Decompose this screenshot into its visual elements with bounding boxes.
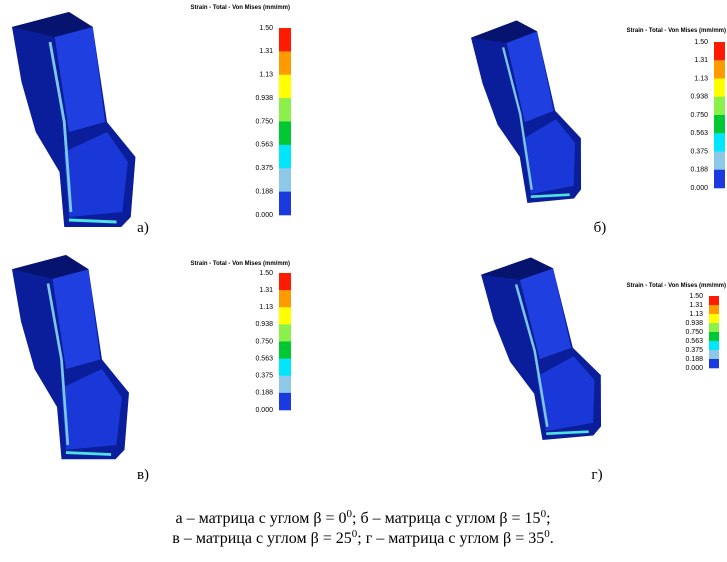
legend-title: Strain - Total - Von Mises (mm/mm) [627, 28, 726, 34]
legend-tick-label: 0.938 [255, 95, 273, 102]
legend-band [279, 28, 291, 52]
legend-tick-label: 0.000 [685, 365, 703, 372]
legend-tick-label: 0.188 [685, 356, 703, 363]
part-model [12, 255, 129, 459]
legend-band [279, 192, 291, 216]
legend-tick-label: 0.750 [690, 112, 708, 119]
legend-band [709, 350, 719, 359]
legend-band [709, 323, 719, 332]
legend-band [709, 359, 719, 368]
legend-band [714, 60, 725, 79]
legend-band [714, 97, 725, 116]
legend-band [714, 42, 725, 61]
caption-text: а – матрица с углом β = 0 [175, 510, 346, 527]
legend-tick-label: 0.750 [685, 329, 703, 336]
legend-band [279, 393, 291, 410]
figure: а – матрица с углом β = 00; б – матрица … [0, 0, 727, 562]
legend-tick-label: 0.563 [255, 355, 273, 362]
panel-label: б) [594, 220, 607, 236]
legend-tick-label: 0.750 [255, 338, 273, 345]
part-model [480, 252, 606, 444]
legend-band [709, 332, 719, 341]
legend-tick-label: 1.31 [694, 57, 708, 64]
legend-tick-label: 0.938 [255, 321, 273, 328]
panel-label: г) [591, 467, 602, 483]
legend-tick-label: 0.375 [255, 165, 273, 172]
caption-text: ; [546, 510, 550, 527]
legend-tick-label: 0.375 [685, 347, 703, 354]
part-model [12, 12, 136, 227]
legend-band [714, 79, 725, 98]
legend-tick-label: 0.563 [685, 338, 703, 345]
legend-title: Strain - Total - Von Mises (mm/mm) [627, 283, 726, 289]
legend-tick-label: 1.50 [689, 293, 703, 300]
legend-tick-label: 0.563 [690, 130, 708, 137]
legend-tick-label: 1.50 [259, 25, 273, 32]
legend-tick-label: 0.750 [255, 118, 273, 125]
legend-band [709, 305, 719, 314]
legend-band [279, 359, 291, 376]
legend-band [714, 152, 725, 171]
legend-band [714, 115, 725, 134]
legend-band [279, 290, 291, 307]
legend-band [709, 296, 719, 305]
legend-tick-label: 1.13 [694, 75, 708, 82]
legend-tick-label: 1.31 [259, 287, 273, 294]
legend-title: Strain - Total - Von Mises (mm/mm) [191, 261, 290, 267]
legend-title: Strain - Total - Von Mises (mm/mm) [191, 5, 290, 11]
legend-band [279, 324, 291, 341]
caption-text: в – матрица с углом β = 25 [172, 530, 352, 547]
legend-tick-label: 0.188 [255, 390, 273, 397]
legend-tick-label: 0.938 [690, 94, 708, 101]
legend-tick-label: 1.50 [694, 39, 708, 46]
panel-label: а) [137, 220, 149, 236]
legend-tick-label: 1.13 [259, 304, 273, 311]
legend-band [279, 51, 291, 75]
legend-tick-label: 1.50 [259, 270, 273, 277]
legend-tick-label: 0.375 [690, 148, 708, 155]
panel-label: в) [137, 467, 149, 483]
legend-tick-label: 1.13 [689, 311, 703, 318]
legend-tick-label: 0.000 [255, 212, 273, 219]
legend-tick-label: 1.31 [259, 48, 273, 55]
legend-tick-label: 0.000 [255, 407, 273, 414]
legend-tick-label: 0.188 [255, 188, 273, 195]
legend-band [279, 75, 291, 99]
caption-text: . [550, 530, 554, 547]
legend-band [279, 273, 291, 290]
legend-band [709, 314, 719, 323]
caption-text: ; б – матрица с углом β = 15 [352, 510, 541, 527]
legend-band [279, 168, 291, 192]
caption-line: а – матрица с углом β = 00; б – матрица … [175, 508, 550, 527]
caption-text: ; г – матрица с углом β = 35 [357, 530, 544, 547]
legend-tick-label: 0.938 [685, 320, 703, 327]
legend-band [279, 145, 291, 169]
legend-band [279, 342, 291, 359]
legend-tick-label: 0.188 [690, 167, 708, 174]
legend-tick-label: 1.31 [689, 302, 703, 309]
legend-band [279, 376, 291, 393]
part-model [470, 15, 586, 207]
legend-tick-label: 0.563 [255, 142, 273, 149]
legend-band [279, 307, 291, 324]
legend-band [714, 170, 725, 189]
legend-tick-label: 1.13 [259, 72, 273, 79]
caption-line: в – матрица с углом β = 250; г – матрица… [172, 528, 553, 547]
legend-tick-label: 0.375 [255, 373, 273, 380]
legend-band [714, 133, 725, 152]
legend-band [709, 341, 719, 350]
legend-tick-label: 0.000 [690, 185, 708, 192]
legend-band [279, 98, 291, 122]
legend-band [279, 122, 291, 146]
